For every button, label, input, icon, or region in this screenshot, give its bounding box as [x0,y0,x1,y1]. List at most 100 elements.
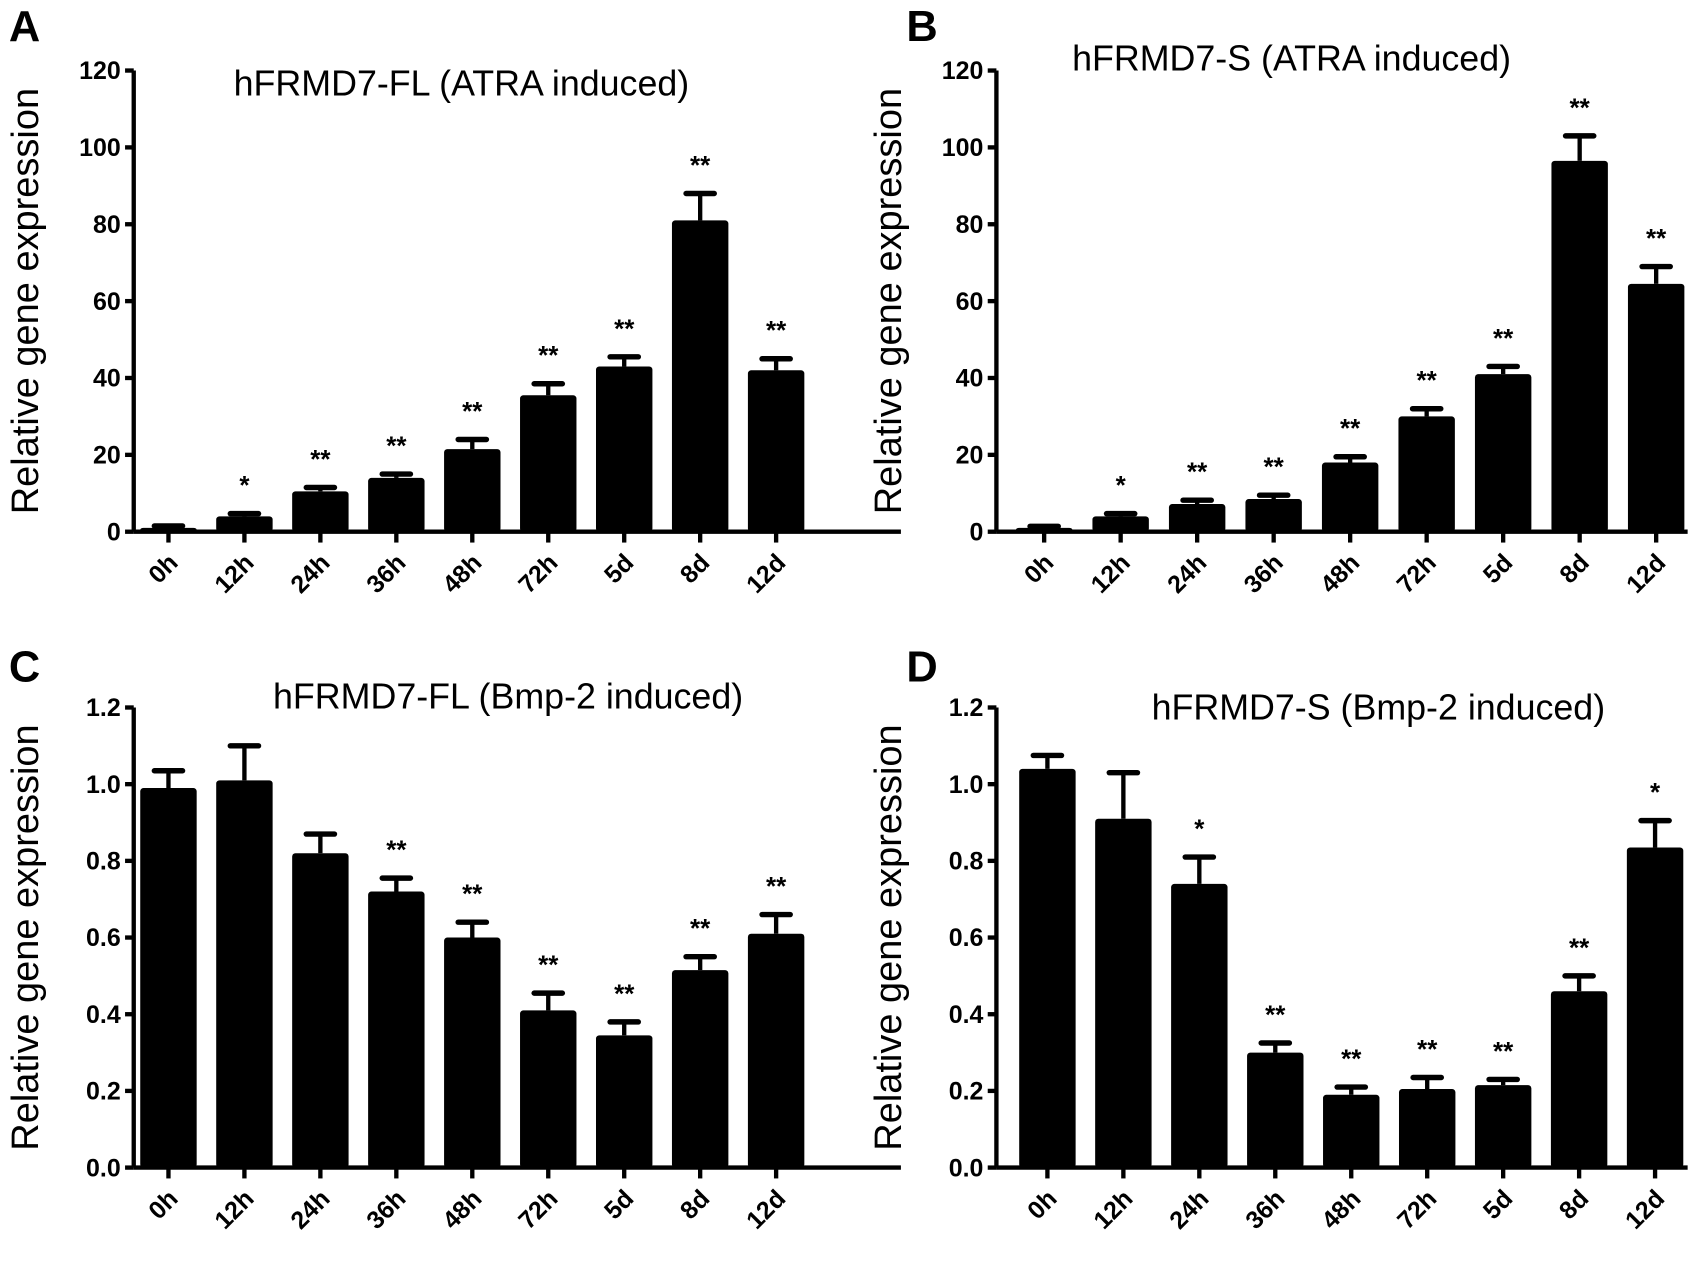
y-tick-label: 0 [970,518,984,546]
significance-marker: * [239,470,250,500]
x-tick-label: 5d [599,1185,639,1225]
bar-36h [368,477,425,532]
x-tick-label: 12h [1088,1185,1138,1235]
significance-marker: ** [1341,1044,1362,1074]
y-tick-label: 120 [942,57,984,85]
significance-marker: ** [538,340,559,370]
y-tick-label: 0.2 [86,1078,121,1106]
y-axis-label: Relative gene expression [868,88,910,514]
panel-label: B [906,3,937,51]
x-tick-label: 12h [209,549,259,599]
x-tick-label: 0h [1022,1185,1062,1225]
bar-12d [747,933,805,1168]
significance-marker: ** [1569,932,1590,962]
bar-72h [520,395,577,532]
x-tick-label: 36h [1240,1185,1290,1235]
significance-marker: ** [462,879,483,909]
significance-marker: ** [310,444,331,474]
x-tick-label: 8d [675,1185,715,1225]
significance-marker: ** [614,313,635,343]
significance-marker: ** [614,978,635,1008]
significance-marker: ** [1493,1036,1514,1066]
bar-12h [216,516,273,532]
x-tick-label: 12d [741,549,791,599]
bar-8d [671,220,729,532]
x-tick-label: 0h [143,1185,183,1225]
bar-8d [671,970,729,1168]
panel-label: C [9,643,40,691]
bar-0h [1015,527,1073,532]
bar-48h [444,449,501,532]
x-tick-label: 72h [1392,1185,1442,1235]
y-tick-label: 0 [107,518,121,546]
significance-marker: ** [1646,223,1667,253]
x-tick-label: 12d [1621,549,1671,599]
bar-24h [292,853,349,1168]
significance-marker: * [1650,777,1661,807]
x-tick-label: 48h [1315,549,1365,599]
y-tick-label: 100 [79,134,121,162]
y-tick-label: 60 [93,288,121,316]
y-tick-label: 1.2 [949,694,984,722]
significance-marker: ** [386,835,407,865]
y-tick-label: 0.4 [949,1001,984,1029]
significance-marker: ** [1187,457,1208,487]
y-tick-label: 0.0 [949,1154,984,1182]
significance-marker: ** [1265,999,1286,1029]
y-tick-label: 0.4 [86,1001,121,1029]
x-tick-label: 24h [285,1185,335,1235]
significance-marker: ** [1417,1034,1438,1064]
x-tick-label: 12d [741,1185,791,1235]
y-tick-label: 1.0 [949,771,984,799]
x-tick-label: 12d [1620,1185,1670,1235]
x-tick-label: 36h [361,549,411,599]
bar-36h [1245,499,1302,532]
y-axis-label: Relative gene expression [5,88,47,514]
significance-marker: * [1116,470,1127,500]
significance-marker: ** [766,315,787,345]
bar-36h [1247,1052,1304,1168]
x-tick-label: 72h [513,549,563,599]
bar-72h [520,1010,577,1168]
y-tick-label: 40 [93,365,121,393]
y-tick-label: 1.0 [86,771,121,799]
chart-title: hFRMD7-S (Bmp-2 induced) [1152,687,1606,727]
y-tick-label: 0.8 [949,848,984,876]
significance-marker: ** [1340,413,1361,443]
y-tick-label: 1.2 [86,694,121,722]
bar-12d [1626,847,1684,1168]
bar-5d [1474,374,1532,532]
bar-48h [1321,462,1379,532]
x-tick-label: 12h [209,1185,259,1235]
x-tick-label: 8d [1554,1185,1594,1225]
significance-marker: ** [1493,323,1514,353]
bar-0h [140,527,197,532]
bar-12h [216,780,273,1168]
x-tick-label: 8d [1554,549,1594,589]
x-tick-label: 0h [143,549,183,589]
y-tick-label: 40 [956,365,984,393]
bar-8d [1550,991,1608,1168]
x-tick-label: 48h [437,549,487,599]
y-tick-label: 60 [956,288,984,316]
bar-12h [1095,818,1152,1168]
bar-48h [1323,1094,1380,1168]
bar-8d [1551,160,1608,532]
x-tick-label: 24h [285,549,335,599]
bar-72h [1398,1088,1456,1168]
x-tick-label: 12h [1086,549,1136,599]
significance-marker: ** [386,431,407,461]
x-tick-label: 8d [675,549,715,589]
significance-marker: ** [1417,365,1438,395]
bar-48h [444,937,501,1168]
bar-5d [595,1035,653,1168]
x-tick-label: 72h [1392,549,1442,599]
significance-marker: ** [690,150,711,180]
y-axis-label: Relative gene expression [868,724,910,1150]
panel-label: D [906,643,937,691]
significance-marker: * [1194,813,1205,843]
y-tick-label: 20 [93,442,121,470]
